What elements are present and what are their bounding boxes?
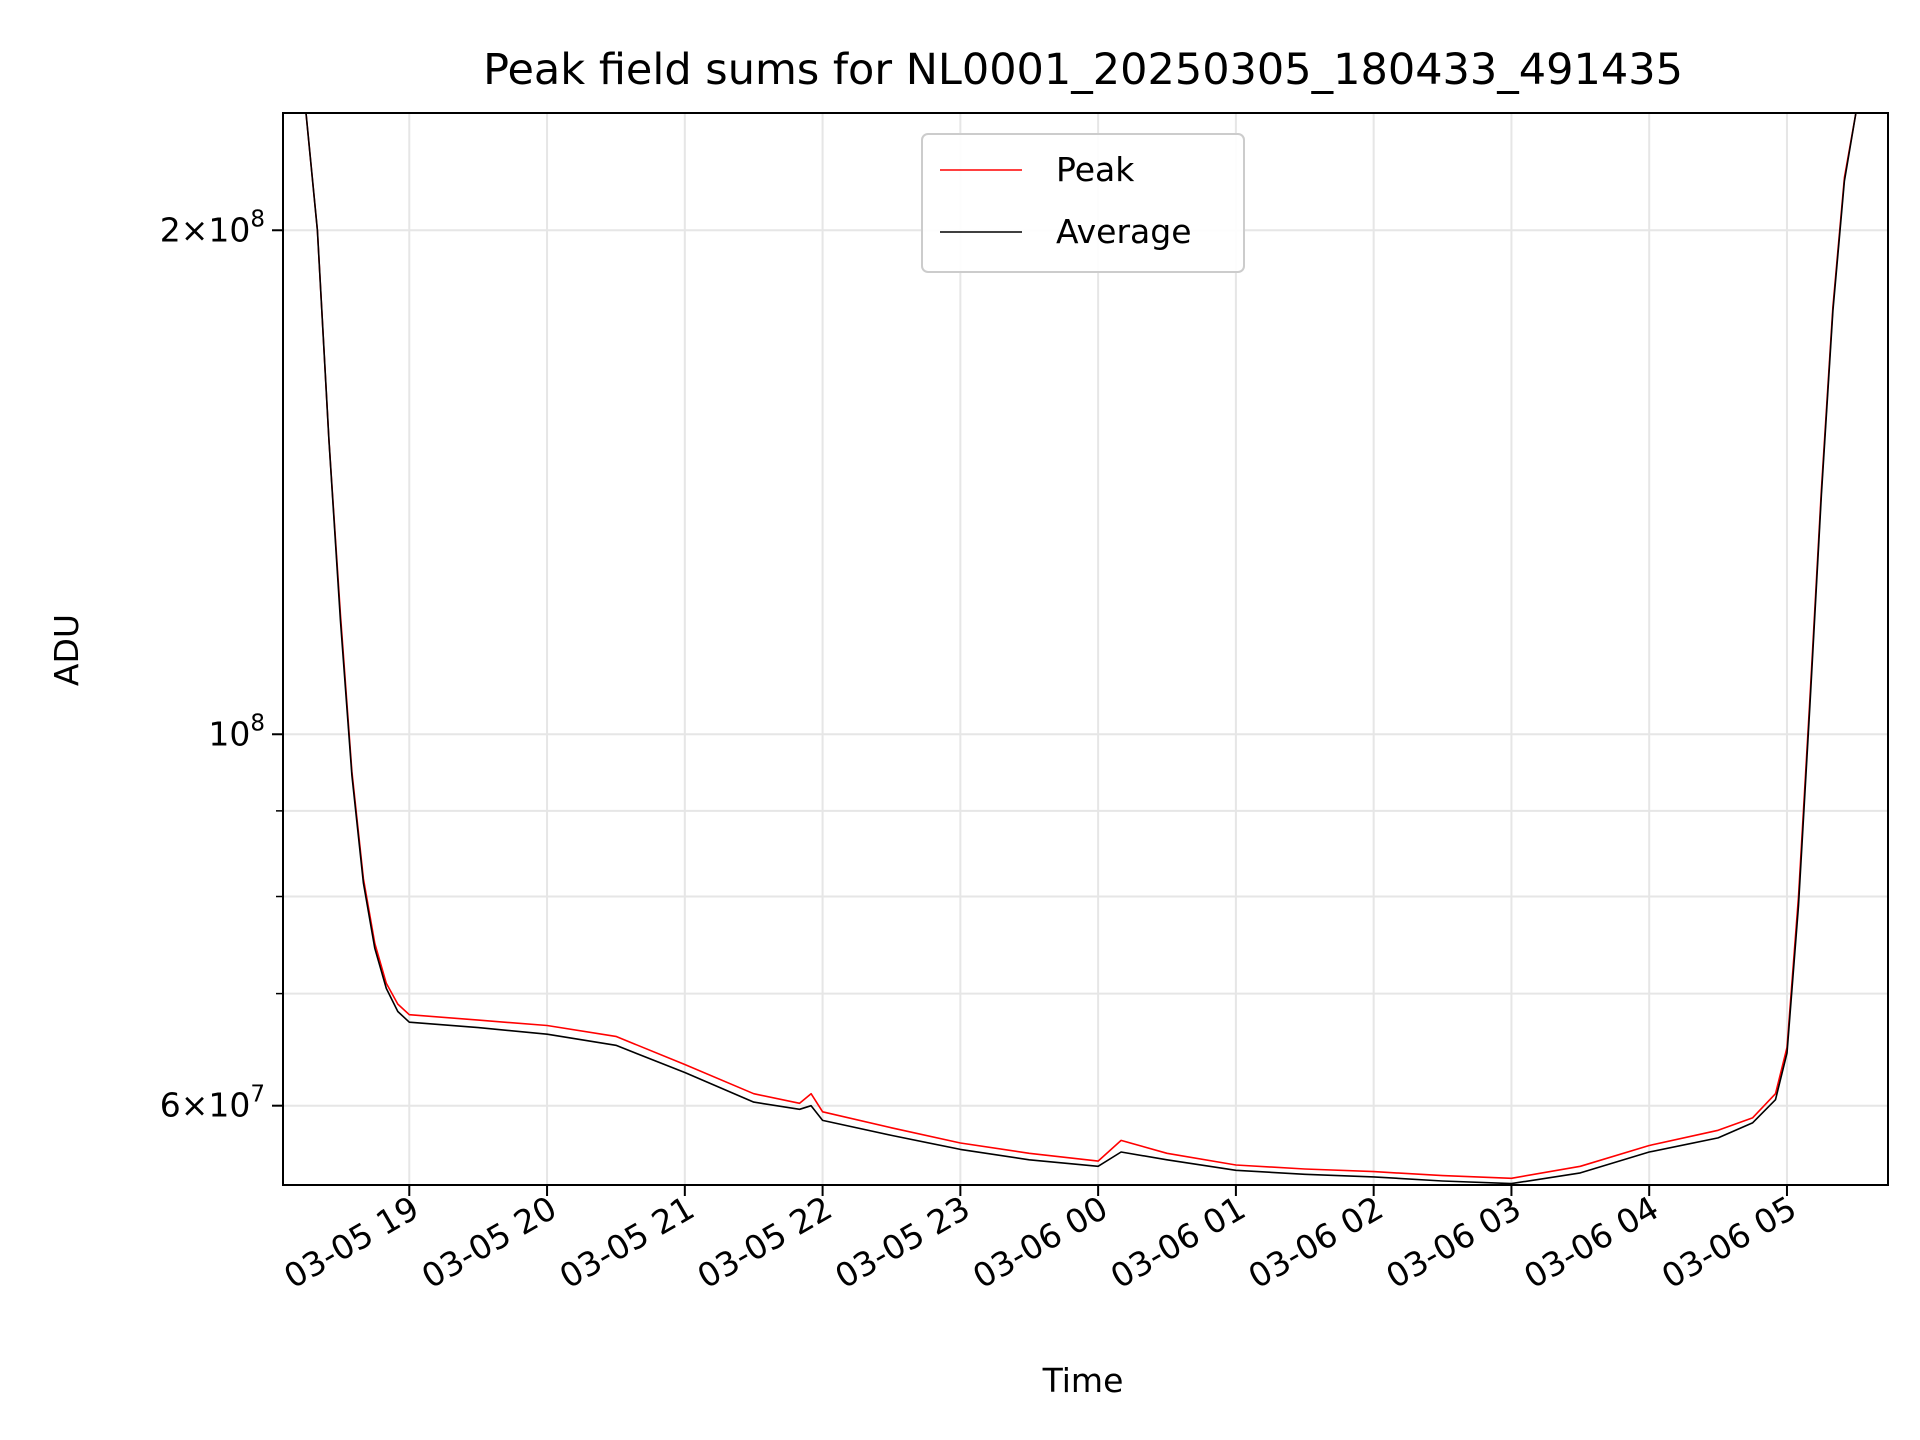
legend-label-average: Average	[1056, 212, 1192, 251]
x-tick-label: 03-06 02	[1242, 1188, 1390, 1296]
x-tick-label: 03-05 19	[277, 1188, 425, 1296]
x-tick-label: 03-05 21	[553, 1188, 701, 1296]
y-tick-label: 108	[208, 710, 265, 753]
x-tick-label: 03-05 23	[828, 1188, 976, 1296]
series-line-average	[305, 113, 1868, 1185]
legend: Peak Average	[921, 133, 1245, 273]
y-tick-label: 6×107	[160, 1082, 265, 1125]
x-tick-label: 03-06 01	[1104, 1188, 1252, 1296]
x-tick-label: 03-05 22	[691, 1188, 839, 1296]
chart-title: Peak field sums for NL0001_20250305_1804…	[483, 45, 1683, 95]
y-axis: 2×108 108 6×107	[160, 206, 283, 1125]
legend-label-peak: Peak	[1056, 150, 1135, 189]
plot-frame	[282, 112, 1889, 1186]
y-axis-label: ADU	[47, 614, 86, 686]
x-axis-label: Time	[1042, 1361, 1124, 1400]
y-tick-label: 2×108	[160, 206, 265, 249]
x-tick-label: 03-06 00	[966, 1188, 1114, 1296]
x-tick-label: 03-05 20	[415, 1188, 563, 1296]
legend-box	[921, 133, 1245, 273]
x-tick-label: 03-06 05	[1655, 1188, 1803, 1296]
series-layer	[305, 113, 1868, 1185]
x-tick-label: 03-06 04	[1517, 1188, 1665, 1296]
x-tick-label: 03-06 03	[1379, 1188, 1527, 1296]
